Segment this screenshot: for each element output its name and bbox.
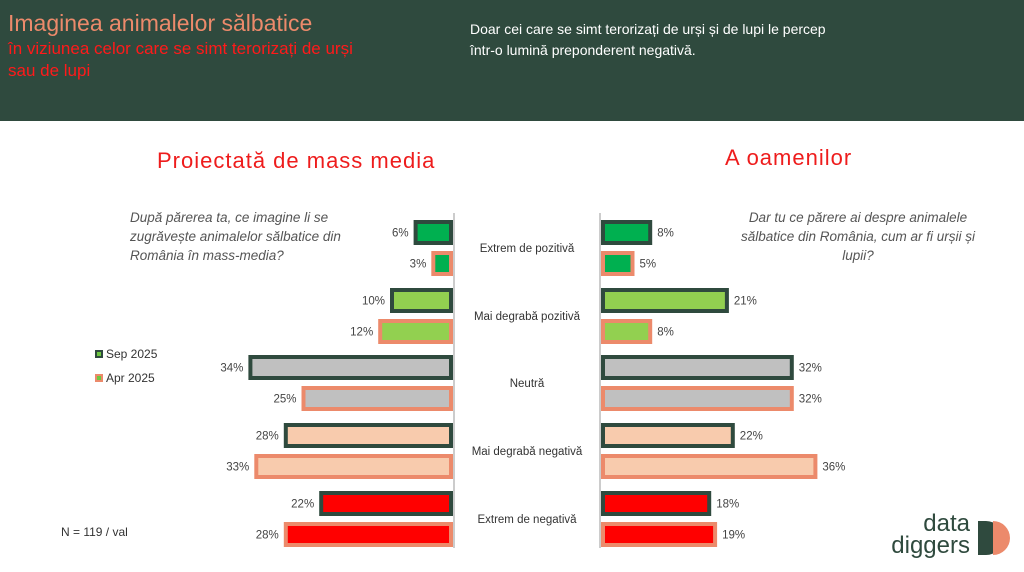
legend-sep: Sep 2025 xyxy=(95,347,157,361)
right-bar-value-label: 5% xyxy=(640,259,657,271)
right-bar-value-label: 19% xyxy=(722,530,745,542)
left-bar-apr xyxy=(378,319,454,344)
right-bar-value-label: 18% xyxy=(716,499,739,511)
left-bar-sep xyxy=(248,355,453,380)
right-chart-title: A oamenilor xyxy=(725,145,853,170)
left-bar-apr xyxy=(283,522,453,547)
right-bar-apr xyxy=(601,386,794,411)
left-bar-sep xyxy=(413,220,454,245)
left-bar-apr xyxy=(254,454,453,479)
header-note: Doar cei care se simt terorizați de urși… xyxy=(470,21,826,58)
data-diggers-logo: data diggers xyxy=(868,511,1018,561)
right-bar-value-label: 8% xyxy=(657,327,674,339)
left-bar-value-label: 28% xyxy=(256,530,279,542)
legend-sep-label: Sep 2025 xyxy=(106,347,158,361)
left-bar-value-label: 33% xyxy=(226,462,249,474)
right-bar-sep xyxy=(601,220,653,245)
left-chart-title: Proiectată de mass media xyxy=(157,148,436,173)
right-bar-value-label: 32% xyxy=(799,363,822,375)
right-bar-value-label: 8% xyxy=(657,228,674,240)
left-bar-value-label: 10% xyxy=(362,296,385,308)
header-banner: Imaginea animalelor sălbatice în viziune… xyxy=(0,0,1024,121)
page-title: Imaginea animalelor sălbatice xyxy=(8,10,313,36)
right-bar-value-label: 32% xyxy=(799,394,822,406)
right-question: Dar tu ce părere ai despre animalele săl… xyxy=(740,210,976,263)
right-bar-sep xyxy=(601,355,794,380)
left-bar-value-label: 3% xyxy=(410,259,427,271)
category-label: Extrem de negativă xyxy=(477,514,577,526)
left-question: După părerea ta, ce imagine li se zugrăv… xyxy=(130,210,341,263)
category-label: Neutră xyxy=(510,378,545,390)
right-bar-sep xyxy=(601,423,735,448)
category-label: Mai degrabă pozitivă xyxy=(474,311,581,323)
logo-line2: diggers xyxy=(891,532,970,559)
logo-line1: data xyxy=(923,510,970,537)
left-bar-sep xyxy=(390,288,453,313)
right-bar-sep xyxy=(601,288,729,313)
left-bar-value-label: 25% xyxy=(273,394,296,406)
right-bar-apr xyxy=(601,454,818,479)
legend-apr-swatch xyxy=(95,374,103,382)
right-bar-value-label: 22% xyxy=(740,431,763,443)
category-label: Extrem de pozitivă xyxy=(480,243,575,255)
left-bar-apr xyxy=(431,251,453,276)
left-bar-value-label: 34% xyxy=(220,363,243,375)
legend-sep-swatch xyxy=(95,350,103,358)
left-bar-value-label: 6% xyxy=(392,228,409,240)
left-bar-value-label: 22% xyxy=(291,499,314,511)
category-label: Mai degrabă negativă xyxy=(472,446,583,458)
left-bar-value-label: 28% xyxy=(256,431,279,443)
right-bar-sep xyxy=(601,491,712,516)
right-bar-value-label: 21% xyxy=(734,296,757,308)
right-bar-value-label: 36% xyxy=(822,462,845,474)
legend-apr-label: Apr 2025 xyxy=(106,371,155,385)
right-bar-apr xyxy=(601,251,635,276)
right-bar-apr xyxy=(601,522,718,547)
right-bar-apr xyxy=(601,319,653,344)
left-bar-sep xyxy=(283,423,453,448)
page-subtitle: în viziunea celor care se simt terorizaț… xyxy=(8,39,353,80)
legend-apr: Apr 2025 xyxy=(95,371,155,385)
left-bar-apr xyxy=(301,386,453,411)
sample-size-note: N = 119 / val xyxy=(61,525,128,539)
logo-mark-icon xyxy=(978,521,1010,555)
left-bar-sep xyxy=(319,491,454,516)
left-bar-value-label: 12% xyxy=(350,327,373,339)
